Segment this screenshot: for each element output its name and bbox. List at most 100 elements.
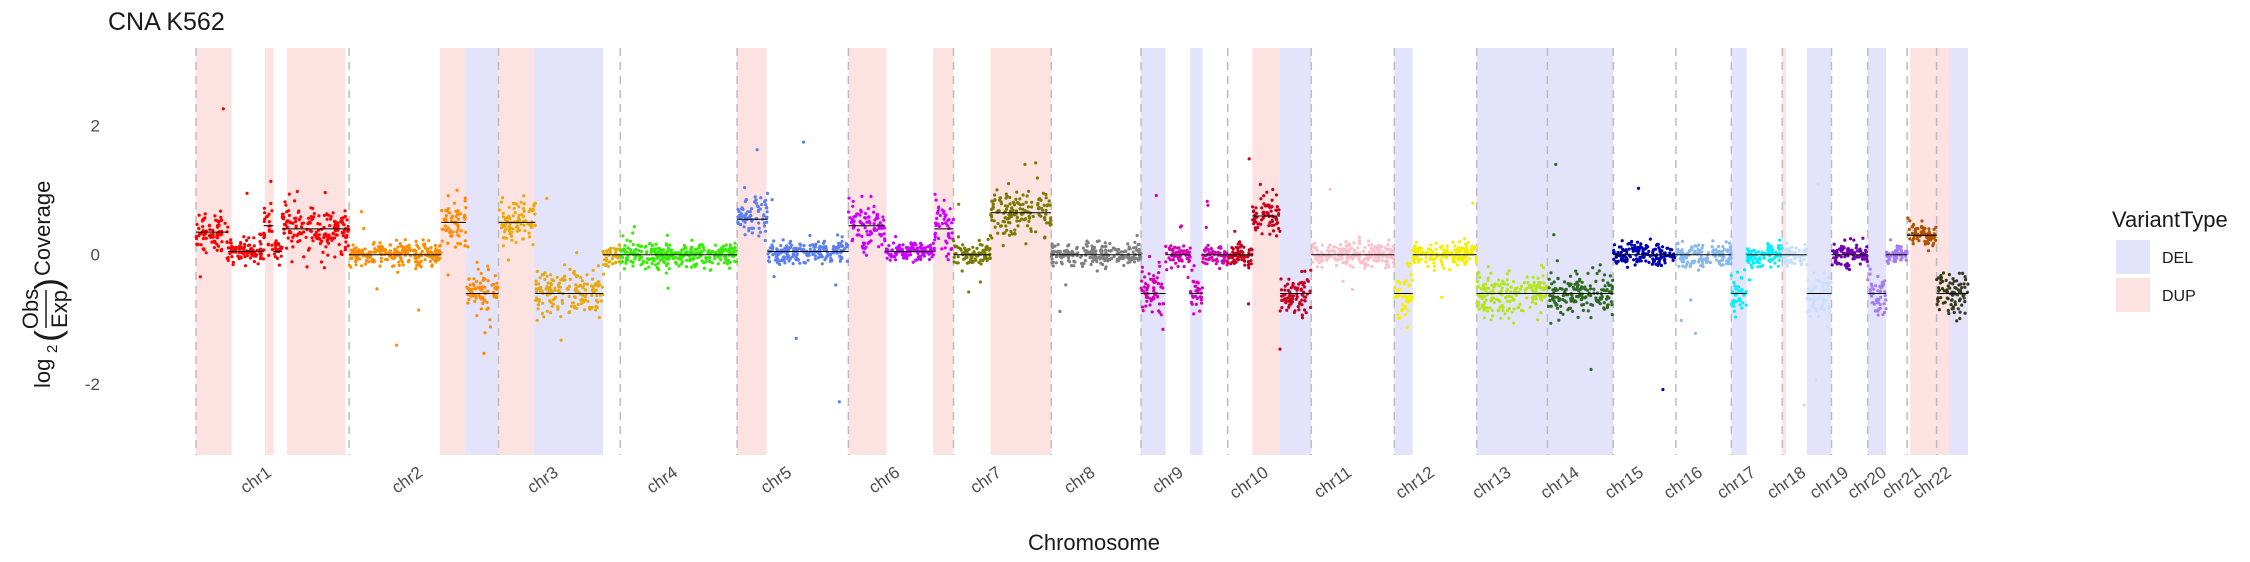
point-chr4 — [645, 257, 650, 261]
point-chr1 — [243, 242, 247, 247]
point-chr1 — [221, 107, 225, 111]
point-chr8 — [1117, 247, 1121, 251]
point-chr13 — [1476, 285, 1480, 289]
point-chr21 — [1911, 242, 1915, 246]
point-chr18 — [1811, 297, 1815, 301]
del-band-chr3-0 — [532, 48, 603, 455]
point-chr11 — [1346, 257, 1350, 261]
point-chr14 — [1563, 280, 1567, 284]
point-chr5 — [758, 230, 763, 234]
point-chr11 — [1328, 243, 1332, 247]
point-chr17 — [1751, 258, 1755, 262]
point-chr2 — [463, 239, 467, 243]
point-chr8 — [1064, 283, 1068, 287]
point-chr12 — [1416, 249, 1420, 253]
point-chr2 — [483, 331, 487, 335]
point-chr2 — [380, 245, 384, 250]
point-chr12 — [1400, 308, 1404, 312]
point-chr13 — [1519, 284, 1523, 288]
point-chr17 — [1745, 258, 1749, 263]
point-chr18 — [1822, 271, 1826, 275]
point-chr13 — [1505, 272, 1509, 276]
point-chr12 — [1432, 261, 1436, 265]
point-chr2 — [443, 224, 447, 228]
point-chr11 — [1392, 265, 1396, 269]
point-chr18 — [1786, 254, 1790, 258]
point-chr10 — [1283, 284, 1287, 288]
point-chr4 — [634, 254, 638, 258]
point-chr8 — [1127, 247, 1131, 251]
point-chr2 — [400, 248, 404, 252]
point-chr4 — [689, 247, 693, 251]
point-chr4 — [723, 247, 728, 251]
point-chr1 — [247, 243, 252, 247]
point-chr4 — [631, 231, 635, 235]
point-chr15 — [1626, 242, 1630, 246]
point-chr11 — [1343, 261, 1347, 265]
point-chr12 — [1438, 245, 1442, 249]
point-chr5 — [785, 256, 789, 260]
point-chr19 — [1855, 243, 1859, 247]
point-chr12 — [1474, 258, 1478, 262]
point-chr11 — [1342, 248, 1346, 252]
point-chr1 — [251, 248, 255, 252]
point-chr1 — [277, 242, 281, 246]
point-chr12 — [1409, 293, 1413, 297]
point-chr10 — [1304, 311, 1308, 315]
point-chr19 — [1865, 257, 1869, 261]
point-chr20 — [1893, 255, 1897, 260]
point-chr5 — [830, 259, 834, 263]
point-chr2 — [427, 239, 431, 243]
point-chr3 — [608, 260, 612, 264]
point-chr8 — [1132, 257, 1136, 261]
point-chr3 — [538, 276, 542, 280]
point-chr14 — [1576, 315, 1580, 319]
point-chr8 — [1069, 264, 1074, 268]
point-chr7 — [1018, 197, 1022, 201]
point-chr15 — [1642, 255, 1646, 259]
point-chr11 — [1367, 239, 1371, 243]
point-chr8 — [1131, 250, 1135, 254]
point-chr1 — [202, 247, 206, 251]
point-chr11 — [1324, 257, 1328, 261]
point-chr6 — [942, 211, 946, 215]
point-chr21 — [1926, 249, 1930, 253]
point-chr9 — [1198, 295, 1202, 299]
point-chr4 — [701, 245, 706, 250]
point-chr15 — [1635, 257, 1639, 261]
point-chr20 — [1874, 284, 1878, 288]
point-chr1 — [343, 214, 347, 219]
point-chr12 — [1398, 316, 1402, 320]
point-chr21 — [1932, 227, 1936, 231]
point-chr15 — [1659, 263, 1664, 268]
point-chr13 — [1531, 288, 1535, 293]
point-chr2 — [449, 216, 453, 220]
point-chr5 — [767, 255, 771, 259]
point-chr13 — [1519, 287, 1523, 291]
point-chr5 — [807, 251, 811, 255]
point-chr1 — [290, 221, 295, 225]
point-chr22 — [1952, 279, 1956, 283]
point-chr5 — [781, 238, 785, 242]
point-chr1 — [339, 216, 344, 220]
point-chr8 — [1137, 242, 1141, 246]
point-chr2 — [479, 307, 483, 311]
point-chr6 — [848, 216, 852, 220]
point-chr10 — [1297, 308, 1301, 312]
point-chr15 — [1648, 254, 1652, 258]
point-chr4 — [664, 271, 668, 275]
point-chr1 — [245, 238, 249, 243]
point-chr2 — [437, 248, 441, 253]
point-chr21 — [1908, 219, 1912, 223]
point-chr4 — [699, 250, 703, 254]
point-chr20 — [1868, 267, 1872, 271]
point-chr4 — [660, 251, 664, 255]
point-chr9 — [1222, 258, 1226, 262]
point-chr6 — [872, 227, 876, 231]
point-chr14 — [1561, 294, 1565, 298]
point-chr9 — [1216, 250, 1220, 254]
point-chr3 — [522, 207, 526, 211]
point-chr11 — [1390, 248, 1394, 252]
x-tick-label-chr19: chr19 — [1806, 463, 1852, 503]
point-chr14 — [1546, 304, 1551, 308]
